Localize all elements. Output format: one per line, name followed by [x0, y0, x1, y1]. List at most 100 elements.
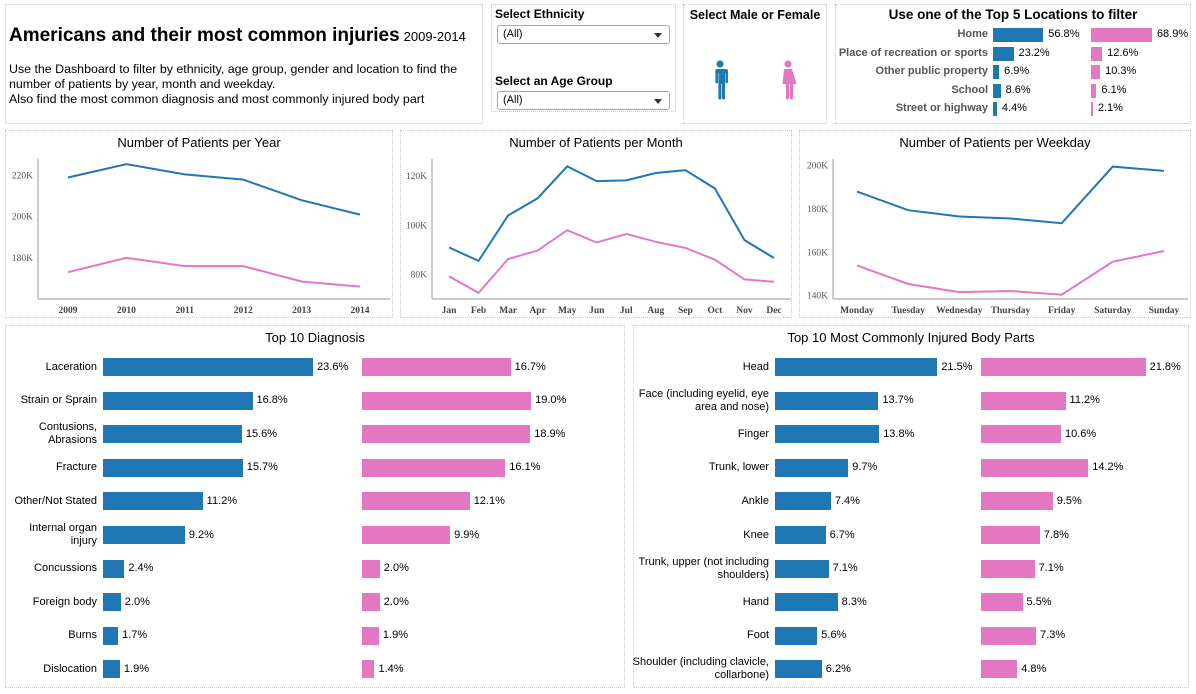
data-point-male[interactable] — [565, 164, 570, 169]
series-line-female[interactable] — [67, 256, 361, 288]
data-point-female[interactable] — [712, 257, 717, 262]
data-point-female[interactable] — [624, 231, 629, 236]
data-point-female[interactable] — [299, 279, 304, 284]
location-row[interactable]: Place of recreation or sports 23.2% 12.6% — [836, 46, 1190, 62]
bar-female[interactable] — [981, 492, 1053, 511]
data-point-male[interactable] — [594, 179, 599, 184]
data-point-male[interactable] — [653, 171, 658, 176]
ethnicity-select[interactable]: (All) — [497, 25, 670, 44]
bar-male[interactable] — [103, 391, 253, 410]
data-point-female[interactable] — [1162, 249, 1167, 254]
data-point-male[interactable] — [683, 168, 688, 173]
data-point-male[interactable] — [66, 175, 71, 180]
data-point-female[interactable] — [506, 256, 511, 261]
data-point-male[interactable] — [535, 196, 540, 201]
series-line-male[interactable] — [67, 163, 361, 216]
data-point-male[interactable] — [1008, 216, 1013, 221]
data-point-female[interactable] — [358, 284, 363, 289]
location-row[interactable]: Street or highway 4.4% 2.1% — [836, 101, 1190, 117]
bar-male[interactable] — [775, 559, 829, 578]
bar-female[interactable] — [362, 458, 506, 477]
location-male-bar[interactable] — [993, 102, 997, 116]
location-row[interactable]: School 8.6% 6.1% — [836, 83, 1190, 99]
data-point-male[interactable] — [241, 177, 246, 182]
data-point-female[interactable] — [447, 274, 452, 279]
data-point-male[interactable] — [476, 258, 481, 263]
bar-female[interactable] — [981, 626, 1037, 645]
series-line-male[interactable] — [448, 165, 775, 263]
data-point-male[interactable] — [299, 198, 304, 203]
bar-female[interactable] — [362, 526, 451, 544]
data-point-female[interactable] — [594, 240, 599, 245]
data-point-male[interactable] — [1110, 164, 1115, 169]
bar-male[interactable] — [103, 626, 119, 645]
bar-female[interactable] — [981, 526, 1040, 544]
location-female-bar[interactable] — [1091, 46, 1103, 61]
bar-male[interactable] — [103, 492, 203, 511]
location-male-bar[interactable] — [993, 83, 1001, 98]
data-point-male[interactable] — [358, 212, 363, 217]
location-male-bar[interactable] — [993, 65, 1000, 79]
data-point-female[interactable] — [565, 228, 570, 233]
location-row[interactable]: Home 56.8% 68.9% — [836, 27, 1190, 43]
location-female-bar[interactable] — [1091, 28, 1152, 42]
bar-male[interactable] — [103, 660, 120, 679]
data-point-female[interactable] — [683, 245, 688, 250]
bar-female[interactable] — [362, 593, 380, 612]
bar-female[interactable] — [362, 358, 511, 376]
series-line-female[interactable] — [448, 229, 775, 295]
bar-male[interactable] — [775, 425, 880, 444]
data-point-male[interactable] — [742, 238, 747, 243]
bar-male[interactable] — [775, 492, 831, 511]
female-filter-button[interactable] — [779, 60, 797, 105]
bar-male[interactable] — [103, 458, 243, 477]
bar-female[interactable] — [362, 559, 380, 578]
location-male-bar[interactable] — [993, 46, 1014, 61]
bar-male[interactable] — [775, 458, 849, 477]
bar-male[interactable] — [775, 391, 879, 410]
bar-male[interactable] — [775, 358, 938, 376]
location-female-bar[interactable] — [1091, 102, 1093, 116]
data-point-male[interactable] — [182, 172, 187, 177]
data-point-male[interactable] — [1162, 168, 1167, 173]
bar-male[interactable] — [775, 660, 822, 679]
data-point-male[interactable] — [506, 213, 511, 218]
bar-female[interactable] — [362, 391, 532, 410]
bar-female[interactable] — [362, 492, 470, 511]
data-point-female[interactable] — [476, 290, 481, 295]
bar-male[interactable] — [103, 593, 121, 612]
age-group-select[interactable]: (All) — [497, 91, 670, 110]
series-line-female[interactable] — [856, 250, 1165, 296]
data-point-female[interactable] — [906, 282, 911, 287]
bar-female[interactable] — [981, 358, 1146, 376]
data-point-male[interactable] — [906, 208, 911, 213]
data-point-female[interactable] — [1059, 292, 1064, 297]
bar-female[interactable] — [981, 391, 1066, 410]
bar-male[interactable] — [775, 526, 826, 544]
data-point-female[interactable] — [957, 290, 962, 295]
bar-female[interactable] — [362, 626, 379, 645]
bar-male[interactable] — [103, 425, 242, 444]
data-point-female[interactable] — [1008, 288, 1013, 293]
data-point-female[interactable] — [241, 264, 246, 269]
bar-female[interactable] — [362, 425, 531, 444]
bar-female[interactable] — [362, 660, 375, 679]
data-point-male[interactable] — [624, 178, 629, 183]
bar-female[interactable] — [981, 559, 1035, 578]
data-point-female[interactable] — [855, 263, 860, 268]
bar-female[interactable] — [981, 593, 1023, 612]
data-point-male[interactable] — [855, 189, 860, 194]
location-male-bar[interactable] — [993, 28, 1044, 42]
data-point-female[interactable] — [653, 239, 658, 244]
location-row[interactable]: Other public property 6.9% 10.3% — [836, 64, 1190, 80]
data-point-male[interactable] — [1059, 221, 1064, 226]
bar-female[interactable] — [981, 660, 1018, 679]
bar-male[interactable] — [103, 559, 125, 578]
bar-male[interactable] — [103, 358, 314, 376]
data-point-female[interactable] — [742, 277, 747, 282]
data-point-female[interactable] — [124, 255, 129, 260]
bar-male[interactable] — [775, 626, 818, 645]
data-point-male[interactable] — [447, 245, 452, 250]
data-point-male[interactable] — [712, 186, 717, 191]
data-point-female[interactable] — [535, 248, 540, 253]
